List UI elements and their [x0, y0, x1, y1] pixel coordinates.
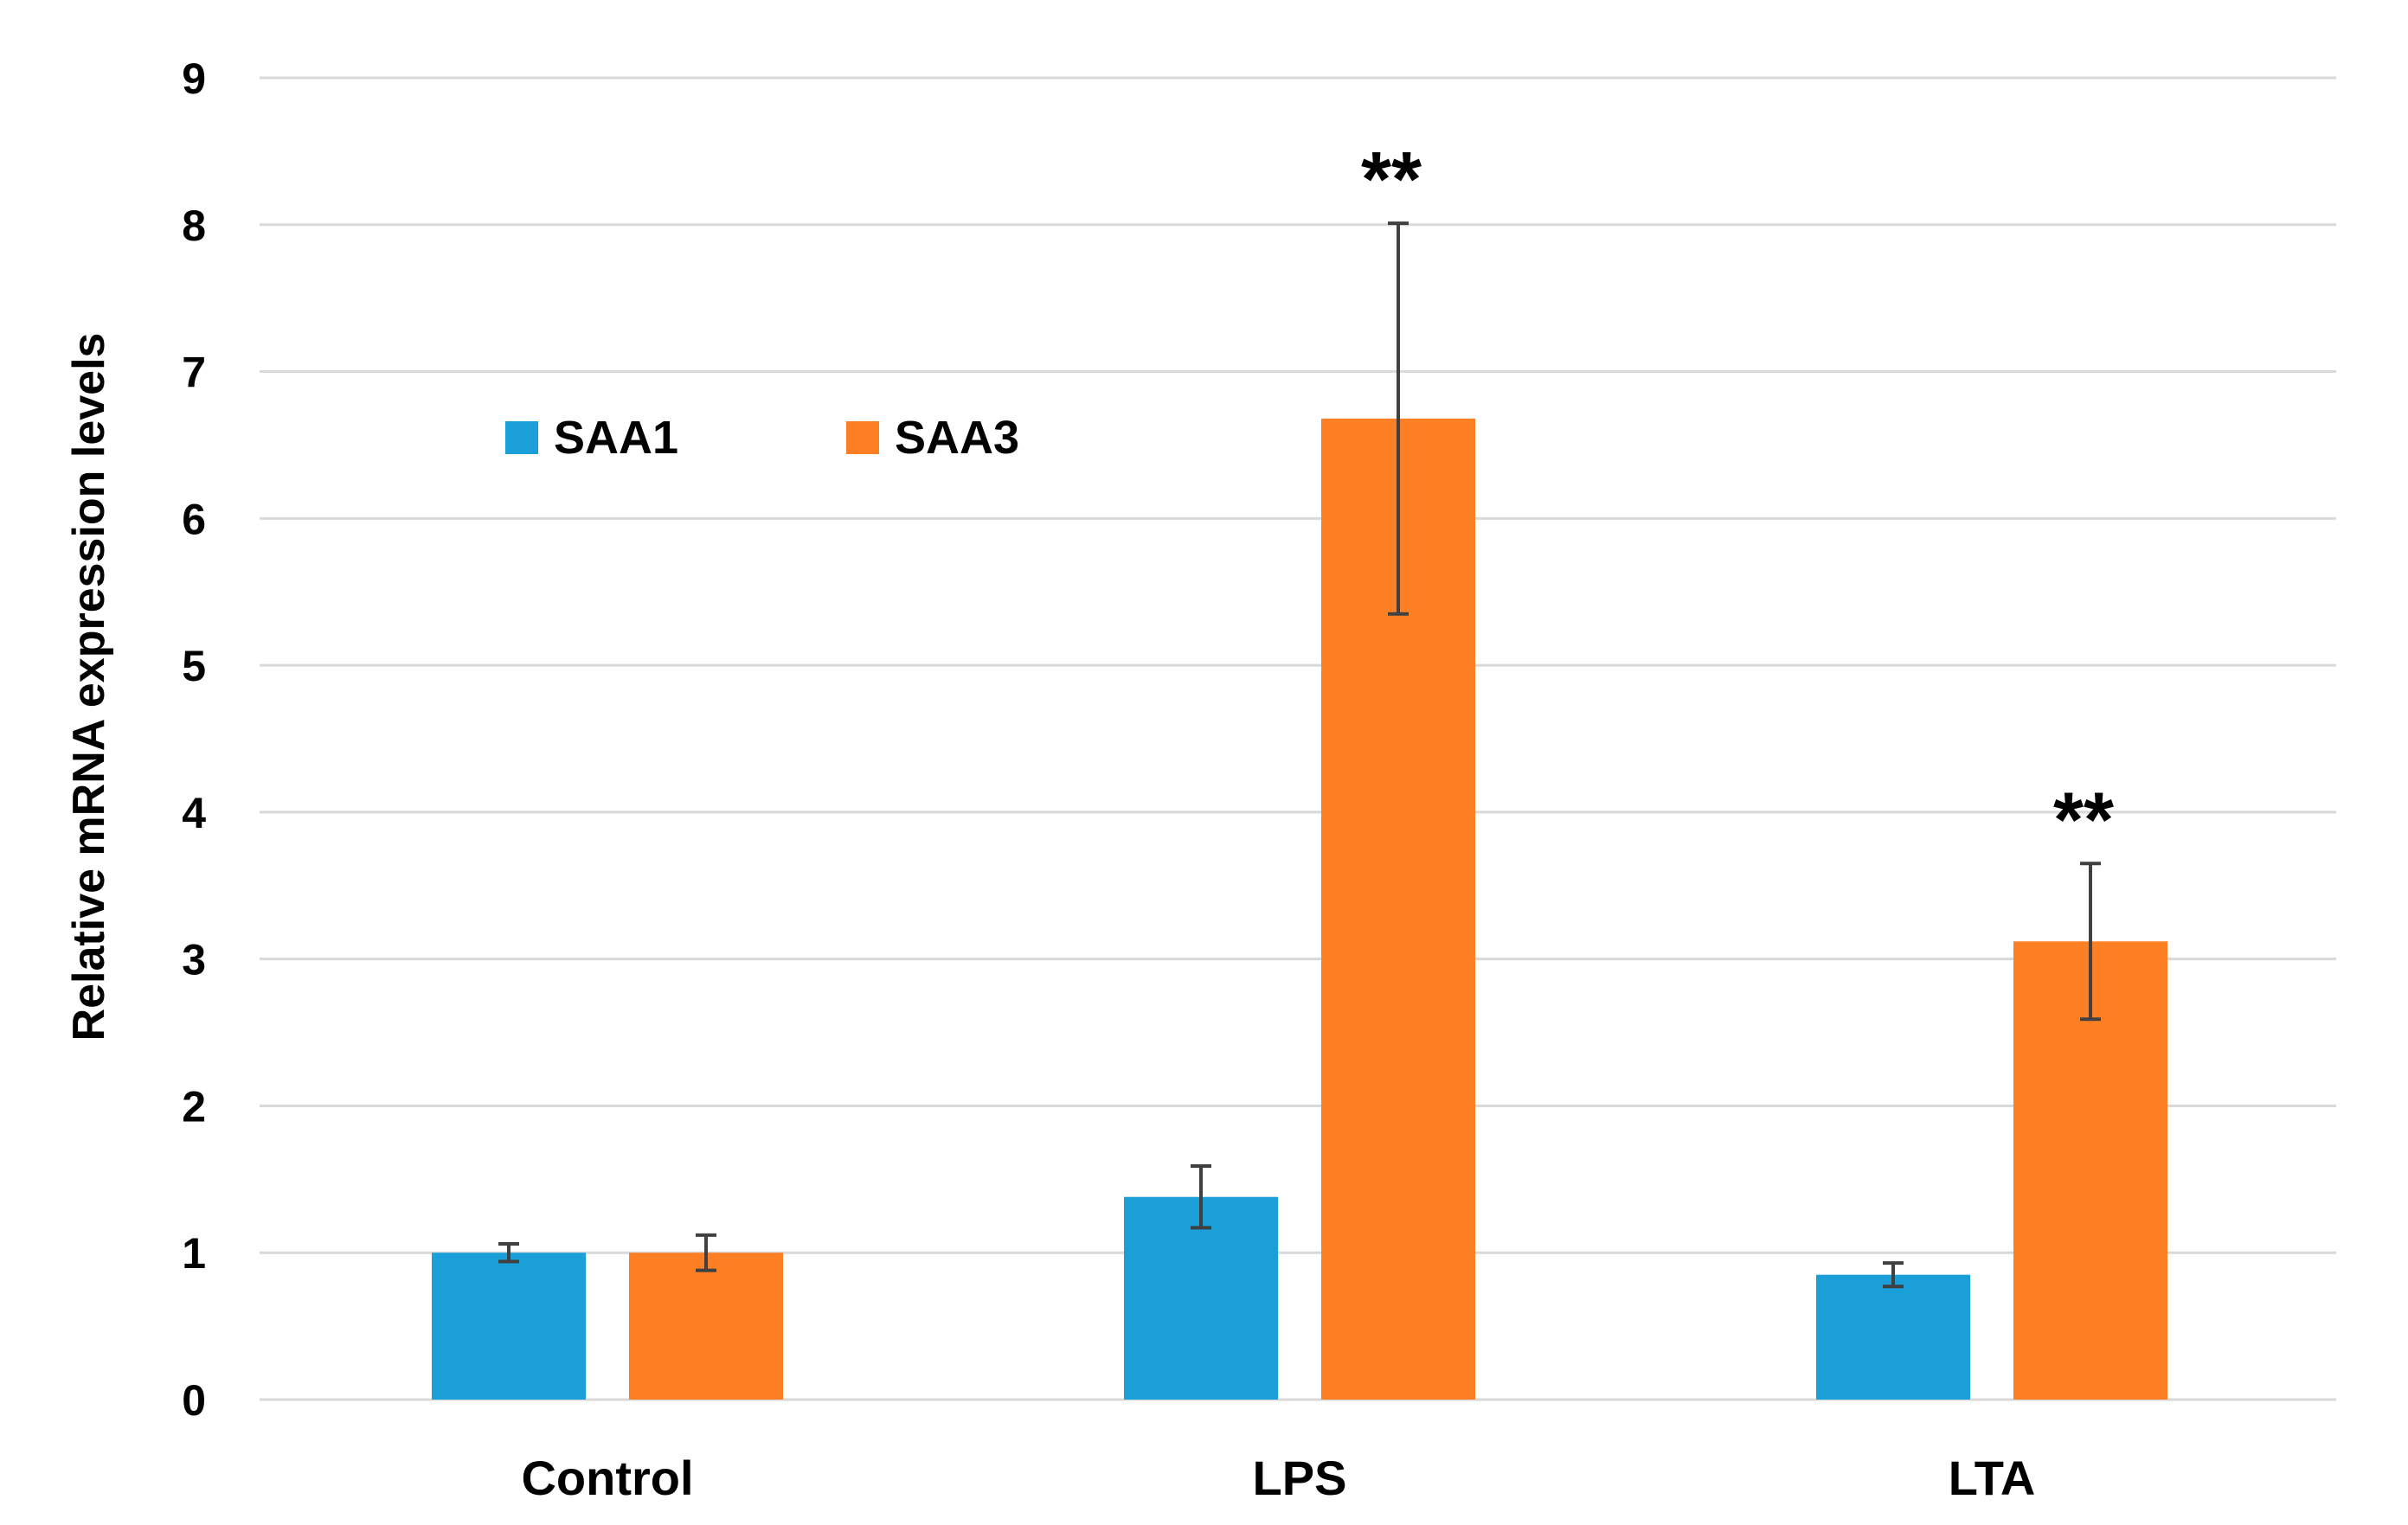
category-label: LTA: [1949, 1451, 2036, 1505]
category-label: Control: [521, 1451, 693, 1505]
y-tick-label: 8: [182, 202, 206, 250]
y-axis-title: Relative mRNA expression levels: [64, 333, 114, 1041]
significance-marker: **: [1361, 137, 1422, 223]
y-tick-label: 7: [182, 349, 206, 397]
labels: 0 1 2 3 4 5 6 7 8 9 Control LPS LTA ** ** Relative mRNA…: [64, 54, 2114, 1505]
y-tick-label: 3: [182, 936, 206, 984]
y-tick-label: 5: [182, 642, 206, 690]
y-tick-label: 1: [182, 1229, 206, 1278]
y-tick-label: 2: [182, 1082, 206, 1131]
legend-label-saa3: SAA3: [895, 412, 1019, 464]
gridlines: [260, 76, 2336, 1401]
y-tick-label: 0: [182, 1376, 206, 1425]
legend-swatch-saa3: [846, 421, 879, 454]
bar-saa3-control: [629, 1253, 783, 1400]
y-tick-label: 4: [182, 789, 206, 837]
legend-swatch-saa1: [505, 421, 538, 454]
y-tick-label: 6: [182, 495, 206, 543]
y-tick-label: 9: [182, 54, 206, 103]
significance-marker: **: [2053, 777, 2114, 863]
legend-label-saa1: SAA1: [554, 412, 678, 464]
category-label: LPS: [1253, 1451, 1347, 1505]
bar-saa1-lps: [1124, 1196, 1278, 1400]
bar-saa1-control: [432, 1253, 586, 1400]
bar-saa1-lta: [1816, 1274, 1970, 1400]
error-bars: [498, 221, 2101, 1289]
